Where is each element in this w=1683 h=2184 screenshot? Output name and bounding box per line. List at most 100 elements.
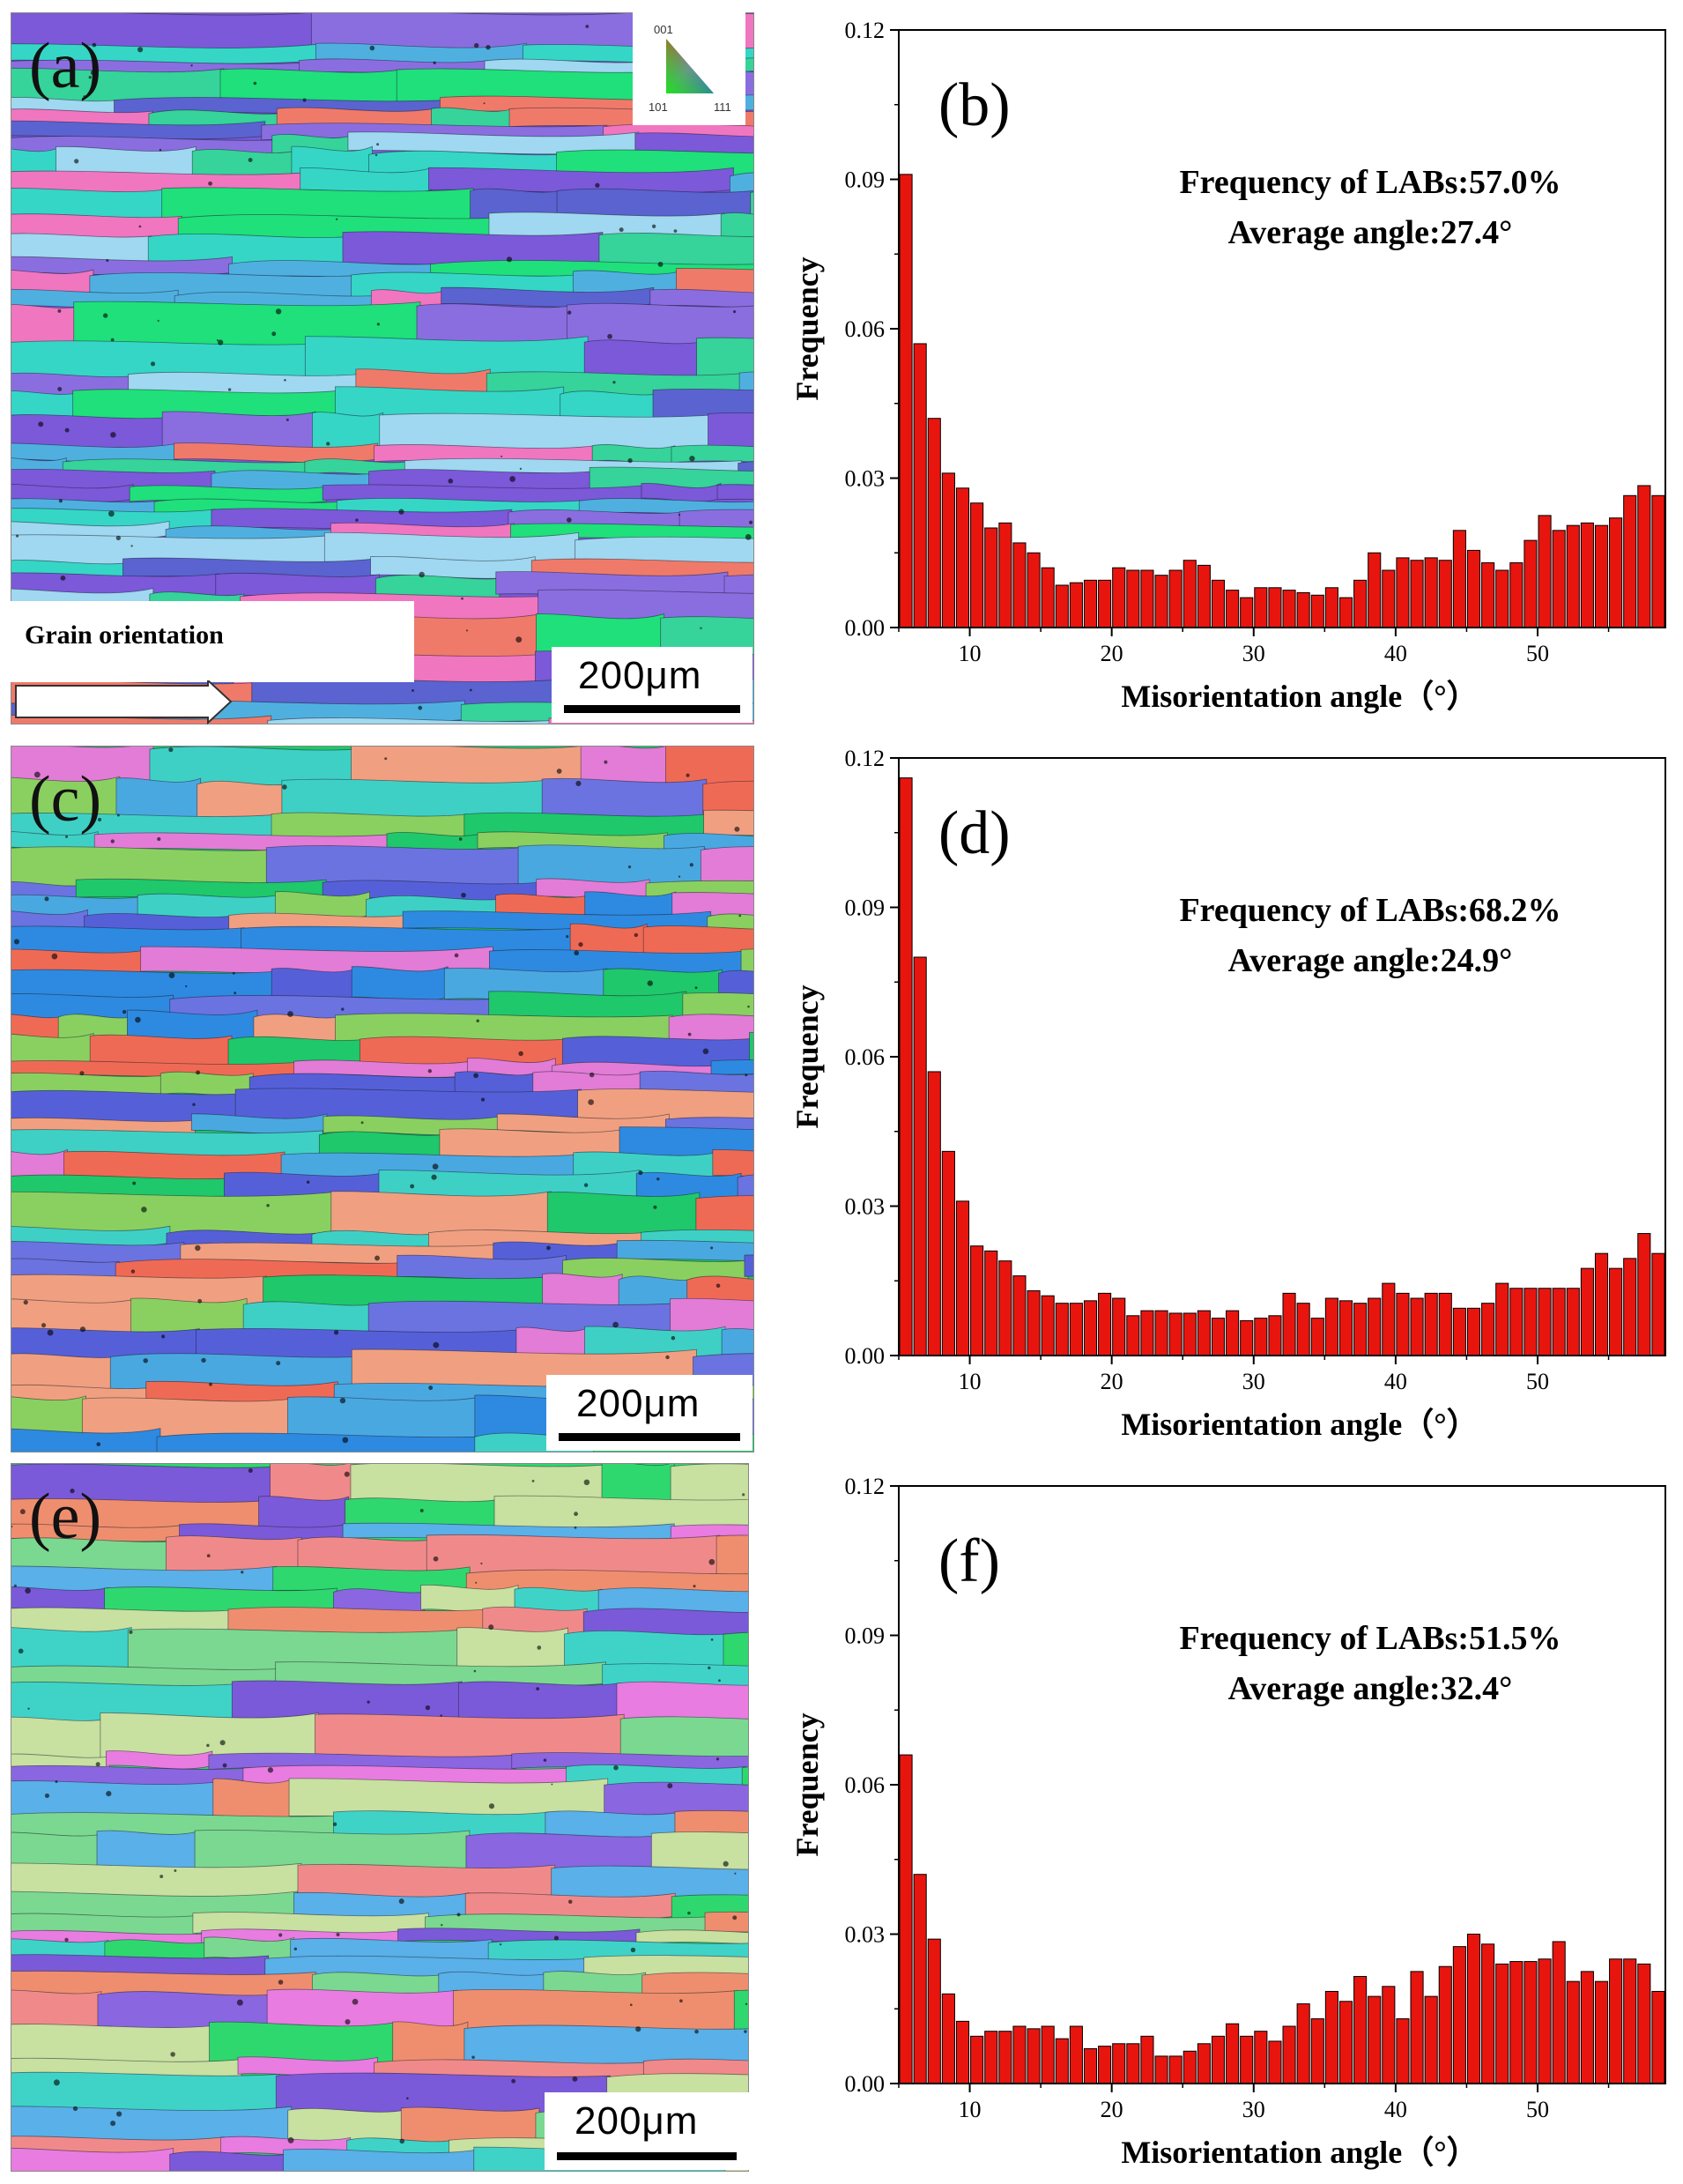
pore-dot [710, 1638, 714, 1641]
bar [1310, 594, 1324, 628]
bar [1609, 517, 1623, 628]
pore-dot [90, 70, 96, 76]
grain [397, 1254, 567, 1281]
bar [1324, 587, 1338, 628]
pore-dot [58, 499, 63, 503]
pore-dot [567, 1899, 573, 1905]
pore-dot [44, 1793, 50, 1799]
bar [1637, 485, 1651, 628]
bar [1623, 1958, 1637, 2084]
pore-dot [276, 1361, 281, 1366]
bar [970, 2035, 984, 2084]
pore-dot [734, 826, 740, 832]
bar [1012, 542, 1027, 628]
pore-dot [694, 2029, 699, 2034]
bar [1211, 579, 1226, 628]
pore-dot [700, 627, 702, 629]
pore-dot [411, 689, 414, 692]
pore-dot [519, 467, 523, 471]
pore-dot [206, 1743, 210, 1748]
bar [1296, 591, 1310, 628]
pore-dot [216, 338, 219, 342]
pore-dot [431, 1174, 437, 1180]
bar [1580, 522, 1594, 628]
pore-dot [574, 950, 580, 956]
grain [11, 1428, 161, 1452]
y-tick-label: 0.00 [845, 2071, 886, 2097]
bar [1396, 2018, 1410, 2084]
x-tick-label: 20 [1101, 2097, 1123, 2122]
bar [941, 1150, 955, 1356]
pore-dot [673, 229, 678, 233]
bar [1098, 2046, 1112, 2084]
pore-dot [141, 1207, 147, 1213]
pore-dot [627, 865, 632, 869]
pore-dot [55, 1780, 58, 1784]
bar [1466, 549, 1481, 628]
scale-bar-box-c: 200μm [546, 1375, 753, 1451]
pore-dot [157, 836, 161, 842]
pore-dot [454, 953, 459, 958]
pore-dot [656, 1177, 660, 1181]
bar [1382, 1282, 1396, 1356]
bar [1524, 1288, 1538, 1356]
pore-dot [108, 510, 115, 517]
pore-dot [543, 1758, 547, 1762]
pore-dot [732, 310, 737, 314]
bar [1410, 1971, 1424, 2084]
y-tick-label: 0.12 [845, 18, 886, 43]
grain [351, 966, 449, 1002]
pore-dot [440, 1714, 442, 1717]
bar [1154, 2055, 1168, 2084]
pore-dot [748, 520, 753, 524]
bar [1382, 1986, 1396, 2084]
bar [998, 1260, 1012, 1356]
bar [1112, 2043, 1126, 2084]
pore-dot [97, 817, 102, 822]
bar [1424, 557, 1438, 628]
chart-svg: 0.00 0.03 0.06 0.09 0.12 10 20 30 40 50 Misorienta… [790, 746, 1666, 1442]
pore-dot [635, 2026, 641, 2032]
pore-dot [137, 47, 144, 53]
pore-dot [345, 2019, 351, 2025]
pore-dot [433, 61, 436, 64]
pore-dot [275, 308, 282, 315]
pore-dot [284, 378, 286, 382]
pore-dot [398, 1898, 404, 1905]
pore-dot [122, 1009, 127, 1014]
grain-orientation-image: (e) [11, 1464, 748, 2171]
grain [712, 1149, 753, 1177]
x-tick-label: 30 [1242, 641, 1265, 666]
pore-dot [638, 1170, 643, 1176]
grain [156, 1432, 479, 1452]
scale-bar [559, 1433, 740, 1441]
pore-dot [432, 1163, 439, 1170]
pore-dot [13, 939, 20, 945]
pore-dot [285, 418, 289, 421]
pore-dot [475, 1581, 478, 1584]
bar [1396, 557, 1410, 628]
pore-dot [742, 1493, 745, 1497]
pore-dot [355, 518, 359, 522]
bar [1324, 1297, 1338, 1356]
pore-dot [132, 1181, 137, 1185]
pore-dot [195, 1244, 201, 1252]
bar [1183, 1312, 1197, 1356]
grain [716, 484, 753, 501]
bar [970, 502, 984, 628]
pore-dot [469, 688, 472, 692]
pore-dot [745, 2002, 748, 2006]
pore-dot [433, 1341, 440, 1348]
bar [913, 1874, 927, 2084]
annotation-labs: Frequency of LABs:57.0% [1179, 164, 1561, 201]
y-axis-title: Frequency [790, 256, 825, 400]
pore-dot [159, 148, 162, 152]
bar [1609, 1267, 1623, 1356]
pore-dot [57, 308, 62, 313]
pore-dot [95, 1762, 100, 1767]
grain [283, 2148, 478, 2171]
pore-dot [588, 1099, 594, 1105]
y-tick-label: 0.00 [845, 615, 886, 641]
grain [212, 1778, 293, 1821]
bar [1083, 1300, 1098, 1356]
